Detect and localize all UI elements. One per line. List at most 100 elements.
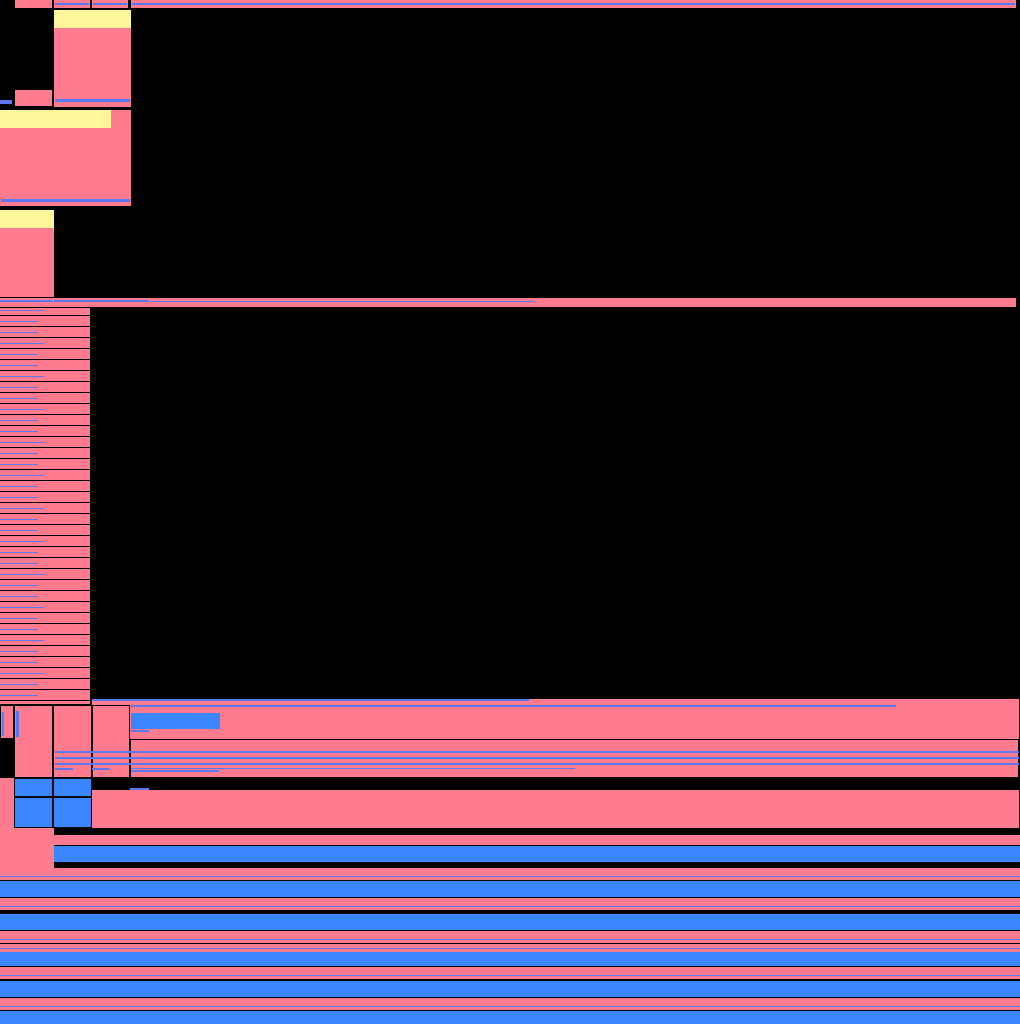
left-list-divider	[0, 381, 90, 382]
left-list-divider	[0, 601, 90, 602]
primary-blue-caption	[131, 730, 149, 732]
left-list-item[interactable]	[0, 662, 38, 663]
bottom-list-row[interactable]	[0, 967, 1020, 979]
left-list-divider	[0, 359, 90, 360]
bottom-list-row-accent	[0, 975, 1020, 976]
selection-block-3[interactable]	[14, 797, 53, 828]
bottom-list-row[interactable]	[0, 931, 1020, 943]
left-list-item[interactable]	[0, 673, 44, 674]
toolbar-cell-0-accent	[2, 712, 4, 736]
left-list-item[interactable]	[0, 640, 44, 641]
bottom-list-row[interactable]	[0, 998, 1020, 1010]
left-list-item[interactable]	[0, 376, 44, 377]
left-list-divider	[0, 337, 90, 338]
left-list-item[interactable]	[0, 398, 38, 399]
panel-card-1-header[interactable]	[54, 10, 131, 28]
left-list-item[interactable]	[0, 563, 38, 564]
toolbar-cell-1[interactable]	[14, 705, 53, 778]
left-list-divider	[0, 513, 90, 514]
left-list-item[interactable]	[0, 442, 44, 443]
toolbar-cell-1-accent	[16, 711, 19, 737]
left-list-item[interactable]	[0, 387, 38, 388]
selection-block-2[interactable]	[53, 778, 92, 797]
left-list-divider	[0, 414, 90, 415]
left-list-divider	[0, 348, 90, 349]
left-list-item[interactable]	[0, 475, 44, 476]
left-list-item[interactable]	[0, 695, 38, 696]
lower-band-blue[interactable]	[54, 846, 1020, 862]
bottom-list-row-selected[interactable]	[0, 881, 1020, 897]
bottom-list-row-accent	[0, 876, 1020, 877]
mid-bar-accent-2	[54, 300, 149, 302]
bottom-header-accent-2	[131, 705, 896, 707]
bottom-header-accent-1	[92, 699, 529, 701]
left-list-divider	[0, 480, 90, 481]
left-list-item[interactable]	[0, 629, 38, 630]
left-list-item[interactable]	[0, 618, 38, 619]
left-list-item[interactable]	[0, 409, 44, 410]
left-list-item[interactable]	[0, 321, 38, 322]
bottom-list-row[interactable]	[0, 898, 1020, 910]
panel-card-3-header[interactable]	[0, 210, 54, 228]
bottom-list-row-selected[interactable]	[0, 1011, 1020, 1024]
left-list-item[interactable]	[0, 530, 38, 531]
bottom-list-row[interactable]	[0, 868, 1020, 880]
details-cell-2-line	[92, 768, 110, 770]
details-cell-1-line	[55, 768, 73, 770]
left-list-item[interactable]	[0, 585, 38, 586]
left-list-item[interactable]	[0, 607, 44, 608]
left-list-divider	[0, 524, 90, 525]
left-list-item[interactable]	[0, 431, 38, 432]
left-list-divider	[0, 700, 90, 701]
bottom-list-row-selected[interactable]	[0, 952, 1020, 966]
panel-card-1-footer-line	[55, 99, 130, 102]
toolbar-cell-2[interactable]	[53, 705, 92, 778]
left-list-item[interactable]	[0, 354, 38, 355]
left-list-divider	[0, 469, 90, 470]
left-list-item[interactable]	[0, 651, 38, 652]
top-tab-1[interactable]	[15, 0, 52, 8]
left-list-item[interactable]	[0, 332, 38, 333]
left-list-item[interactable]	[0, 596, 38, 597]
mid-bar-accent-3	[150, 301, 535, 302]
selection-block-1[interactable]	[14, 778, 53, 797]
bottom-list-row-selected[interactable]	[0, 981, 1020, 997]
left-list-divider	[0, 546, 90, 547]
left-list-divider	[0, 612, 90, 613]
left-list-item[interactable]	[0, 541, 44, 542]
left-list-item[interactable]	[0, 497, 38, 498]
left-list-item[interactable]	[0, 684, 38, 685]
bottom-list-row-accent	[0, 948, 1020, 949]
left-list-item[interactable]	[0, 519, 38, 520]
left-list-item[interactable]	[0, 453, 38, 454]
left-list-item[interactable]	[0, 574, 44, 575]
bottom-list-row-selected[interactable]	[0, 914, 1020, 930]
left-list-divider	[0, 491, 90, 492]
large-pink-band	[92, 790, 1019, 828]
top-tab-2-accent	[55, 3, 89, 5]
left-list-item[interactable]	[0, 365, 38, 366]
toolbar-cell-3[interactable]	[92, 705, 130, 778]
mid-bar	[0, 298, 1016, 307]
left-list-divider	[0, 678, 90, 679]
left-list-divider	[0, 535, 90, 536]
panel-card-2-header[interactable]	[0, 110, 111, 128]
selection-block-4[interactable]	[53, 797, 92, 828]
left-list-divider	[0, 326, 90, 327]
details-row-line-4	[131, 768, 575, 769]
left-list-divider	[0, 645, 90, 646]
left-list-item[interactable]	[0, 486, 38, 487]
details-row-line-1	[55, 751, 1019, 753]
selection-caption	[130, 788, 149, 790]
left-list-divider	[0, 568, 90, 569]
left-list-divider	[0, 436, 90, 437]
left-list-item[interactable]	[0, 343, 44, 344]
left-list-item[interactable]	[0, 420, 38, 421]
left-list-item[interactable]	[0, 464, 38, 465]
left-list-item[interactable]	[0, 508, 44, 509]
left-list-divider	[0, 425, 90, 426]
left-list-item[interactable]	[0, 552, 38, 553]
left-list-item[interactable]	[0, 310, 44, 311]
primary-blue-block[interactable]	[131, 713, 220, 729]
